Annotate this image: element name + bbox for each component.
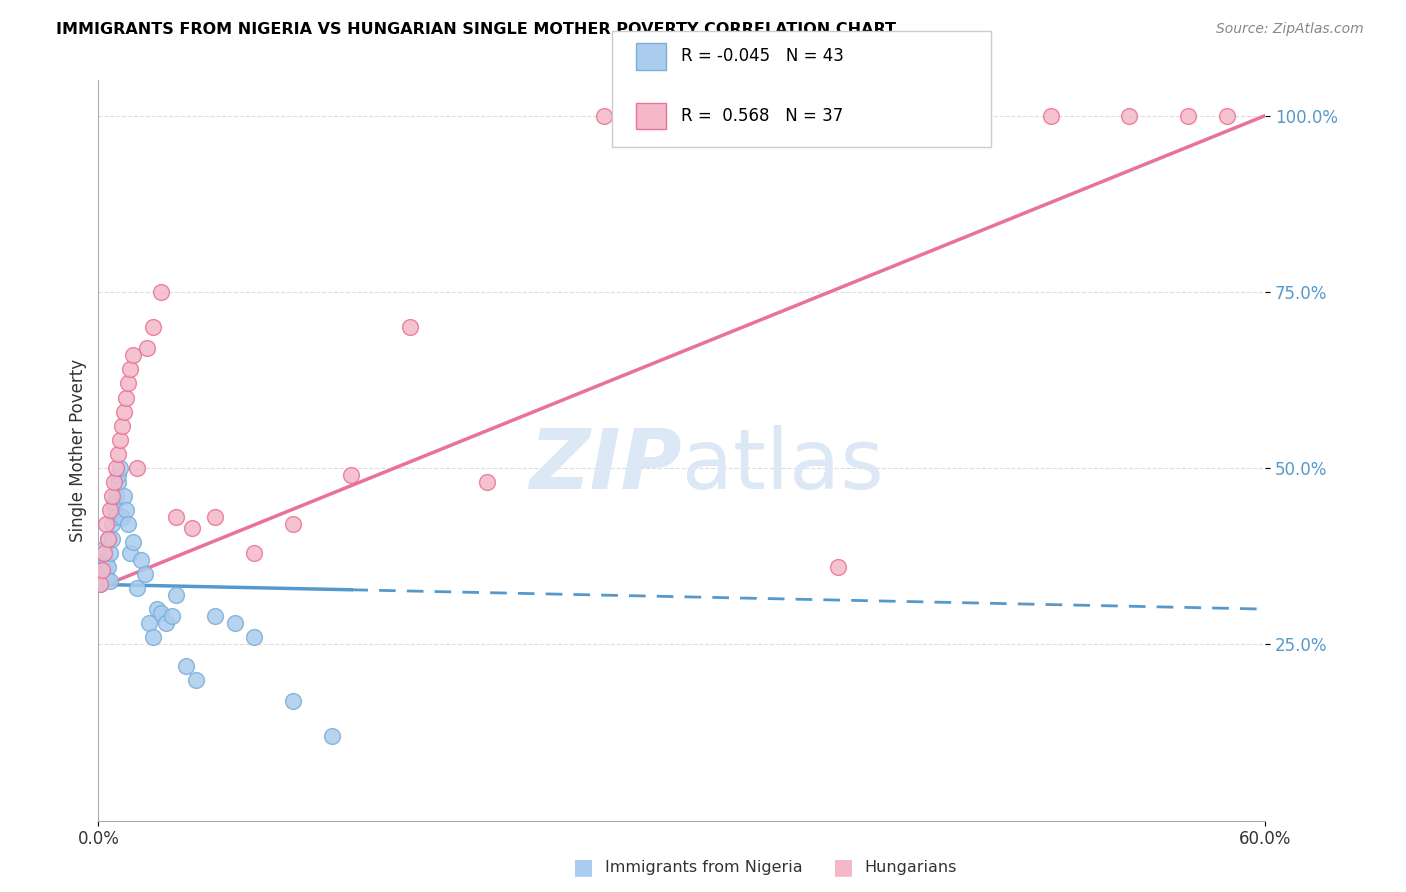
Point bbox=[142, 630, 165, 644]
Point bbox=[477, 475, 499, 490]
Point bbox=[1040, 109, 1063, 123]
Text: Immigrants from Nigeria: Immigrants from Nigeria bbox=[605, 860, 803, 874]
Point bbox=[93, 563, 115, 577]
Point bbox=[107, 468, 129, 483]
Point bbox=[114, 503, 136, 517]
Point bbox=[162, 609, 184, 624]
Point bbox=[107, 447, 129, 461]
Point bbox=[111, 510, 134, 524]
Point bbox=[243, 630, 266, 644]
Point bbox=[93, 546, 115, 560]
Text: atlas: atlas bbox=[682, 425, 883, 506]
Point bbox=[155, 616, 177, 631]
Point bbox=[127, 581, 149, 595]
Point bbox=[180, 521, 202, 535]
Point bbox=[104, 489, 127, 503]
Text: Source: ZipAtlas.com: Source: ZipAtlas.com bbox=[1216, 22, 1364, 37]
Point bbox=[108, 461, 131, 475]
Point bbox=[129, 553, 152, 567]
Point bbox=[224, 616, 246, 631]
Point bbox=[138, 616, 160, 631]
Y-axis label: Single Mother Poverty: Single Mother Poverty bbox=[69, 359, 87, 542]
Point bbox=[101, 489, 124, 503]
Text: R = -0.045   N = 43: R = -0.045 N = 43 bbox=[681, 47, 844, 65]
Point bbox=[827, 559, 849, 574]
Point bbox=[118, 546, 141, 560]
Text: R =  0.568   N = 37: R = 0.568 N = 37 bbox=[681, 107, 842, 125]
Point bbox=[91, 563, 114, 577]
Point bbox=[321, 729, 343, 743]
Text: IMMIGRANTS FROM NIGERIA VS HUNGARIAN SINGLE MOTHER POVERTY CORRELATION CHART: IMMIGRANTS FROM NIGERIA VS HUNGARIAN SIN… bbox=[56, 22, 896, 37]
Point bbox=[96, 517, 118, 532]
Text: ■: ■ bbox=[834, 857, 853, 877]
Point bbox=[127, 461, 149, 475]
Point bbox=[98, 546, 121, 560]
Point bbox=[943, 109, 966, 123]
Point bbox=[142, 320, 165, 334]
Point bbox=[104, 461, 127, 475]
Point bbox=[117, 517, 139, 532]
Point bbox=[149, 285, 172, 299]
Point bbox=[98, 574, 121, 588]
Point bbox=[91, 574, 114, 588]
Point bbox=[97, 532, 120, 546]
Point bbox=[136, 341, 159, 355]
Point bbox=[97, 559, 120, 574]
Point bbox=[111, 418, 134, 433]
Point bbox=[117, 376, 139, 391]
Point bbox=[103, 503, 125, 517]
Point bbox=[165, 510, 187, 524]
Point bbox=[149, 606, 172, 620]
Point bbox=[96, 570, 118, 584]
Point bbox=[118, 362, 141, 376]
Point bbox=[281, 517, 304, 532]
Point bbox=[89, 577, 111, 591]
Point bbox=[107, 475, 129, 490]
Point bbox=[97, 532, 120, 546]
Point bbox=[89, 577, 111, 591]
Point bbox=[101, 532, 124, 546]
Point bbox=[103, 475, 125, 490]
Text: Hungarians: Hungarians bbox=[865, 860, 957, 874]
Point bbox=[204, 510, 226, 524]
Point bbox=[112, 489, 135, 503]
Point bbox=[184, 673, 207, 687]
Point bbox=[114, 391, 136, 405]
Point bbox=[174, 658, 197, 673]
Point bbox=[146, 602, 169, 616]
Point bbox=[104, 510, 127, 524]
Text: ZIP: ZIP bbox=[529, 425, 682, 506]
Point bbox=[93, 542, 115, 557]
Point bbox=[243, 546, 266, 560]
Point bbox=[340, 468, 363, 483]
Point bbox=[1177, 109, 1199, 123]
Point bbox=[204, 609, 226, 624]
Point bbox=[98, 503, 121, 517]
Point bbox=[101, 517, 124, 532]
Point bbox=[134, 566, 156, 581]
Point bbox=[103, 496, 125, 510]
Point bbox=[1118, 109, 1140, 123]
Point bbox=[108, 433, 131, 447]
Point bbox=[710, 109, 733, 123]
Point bbox=[91, 553, 114, 567]
Point bbox=[1215, 109, 1237, 123]
Point bbox=[122, 535, 145, 549]
Point bbox=[593, 109, 616, 123]
Point bbox=[112, 405, 135, 419]
Text: ■: ■ bbox=[574, 857, 593, 877]
Point bbox=[398, 320, 420, 334]
Point bbox=[281, 694, 304, 708]
Point bbox=[165, 588, 187, 602]
Point bbox=[96, 556, 118, 570]
Point bbox=[122, 348, 145, 362]
